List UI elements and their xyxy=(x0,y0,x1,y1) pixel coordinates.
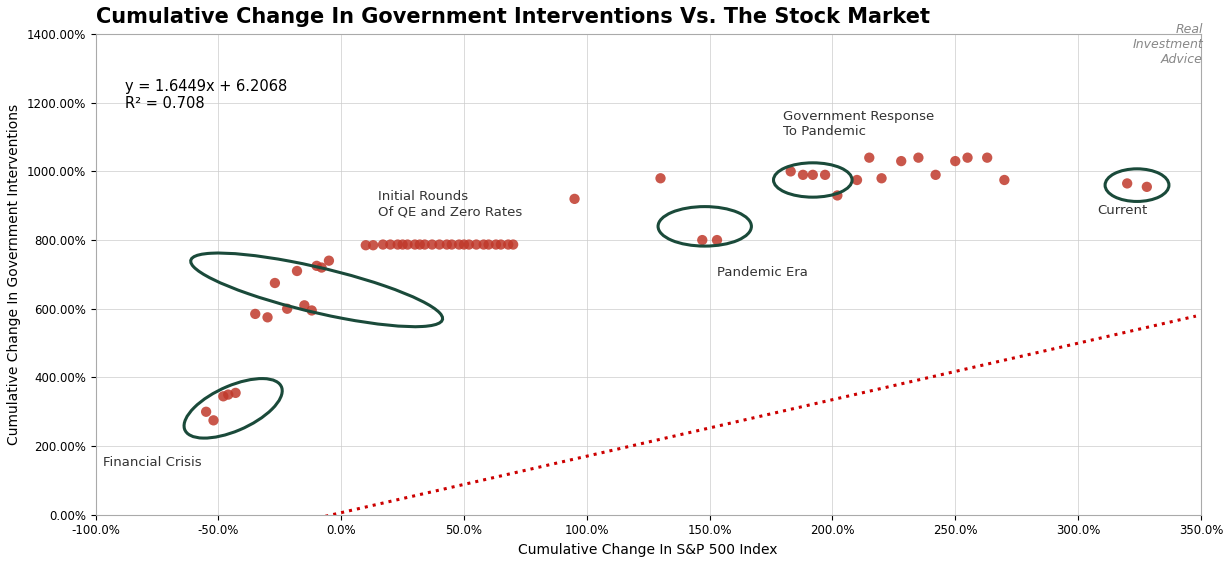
Point xyxy=(926,170,946,179)
Point xyxy=(909,153,929,162)
Point xyxy=(246,310,266,319)
Point xyxy=(277,304,296,313)
Point xyxy=(565,195,584,204)
Point xyxy=(459,240,478,249)
X-axis label: Cumulative Change In S&P 500 Index: Cumulative Change In S&P 500 Index xyxy=(519,543,779,557)
Point xyxy=(781,167,801,176)
Point xyxy=(474,240,493,249)
Text: Initial Rounds
Of QE and Zero Rates: Initial Rounds Of QE and Zero Rates xyxy=(378,190,523,218)
Text: Pandemic Era: Pandemic Era xyxy=(717,266,808,279)
Point xyxy=(373,240,392,249)
Point xyxy=(803,170,823,179)
Point xyxy=(847,175,867,184)
Point xyxy=(301,306,321,315)
Point xyxy=(294,301,314,310)
Point xyxy=(415,240,434,249)
Point xyxy=(860,153,879,162)
Point xyxy=(454,240,474,249)
Text: y = 1.6449x + 6.2068
R² = 0.708: y = 1.6449x + 6.2068 R² = 0.708 xyxy=(125,79,288,111)
Point xyxy=(946,157,966,166)
Point xyxy=(258,313,278,322)
Point xyxy=(449,240,469,249)
Point xyxy=(793,170,813,179)
Point xyxy=(363,241,383,250)
Text: Current: Current xyxy=(1097,204,1148,217)
Point xyxy=(306,261,326,270)
Point xyxy=(872,174,892,183)
Point xyxy=(503,240,523,249)
Text: Government Response
To Pandemic: Government Response To Pandemic xyxy=(784,111,935,138)
Point xyxy=(978,153,998,162)
Point xyxy=(311,263,331,272)
Y-axis label: Cumulative Change In Government Interventions: Cumulative Change In Government Interven… xyxy=(7,104,21,445)
Point xyxy=(397,240,417,249)
Point xyxy=(486,240,506,249)
Text: Cumulative Change In Government Interventions Vs. The Stock Market: Cumulative Change In Government Interven… xyxy=(96,7,930,27)
Point xyxy=(422,240,442,249)
Point xyxy=(995,175,1015,184)
Point xyxy=(264,279,284,288)
Point xyxy=(466,240,486,249)
Point xyxy=(437,240,456,249)
Point xyxy=(204,416,224,425)
Point xyxy=(692,236,712,245)
Point xyxy=(226,389,246,398)
Point xyxy=(380,240,400,249)
Point xyxy=(828,191,847,200)
Point xyxy=(387,240,407,249)
Point xyxy=(442,240,461,249)
Point xyxy=(892,157,911,166)
Point xyxy=(405,240,424,249)
Point xyxy=(219,390,239,399)
Point xyxy=(498,240,518,249)
Point xyxy=(429,240,449,249)
Point xyxy=(651,174,670,183)
Point xyxy=(491,240,510,249)
Point xyxy=(1137,182,1156,191)
Point xyxy=(815,170,835,179)
Point xyxy=(410,240,429,249)
Point xyxy=(478,240,498,249)
Point xyxy=(287,266,306,275)
Point xyxy=(958,153,978,162)
Point xyxy=(1117,179,1137,188)
Point xyxy=(319,256,338,265)
Point xyxy=(214,392,234,401)
Point xyxy=(392,240,412,249)
Point xyxy=(197,407,216,416)
Point xyxy=(355,241,375,250)
Text: Financial Crisis: Financial Crisis xyxy=(103,456,202,469)
Text: Real
Investment
Advice: Real Investment Advice xyxy=(1132,23,1203,65)
Point xyxy=(707,236,727,245)
